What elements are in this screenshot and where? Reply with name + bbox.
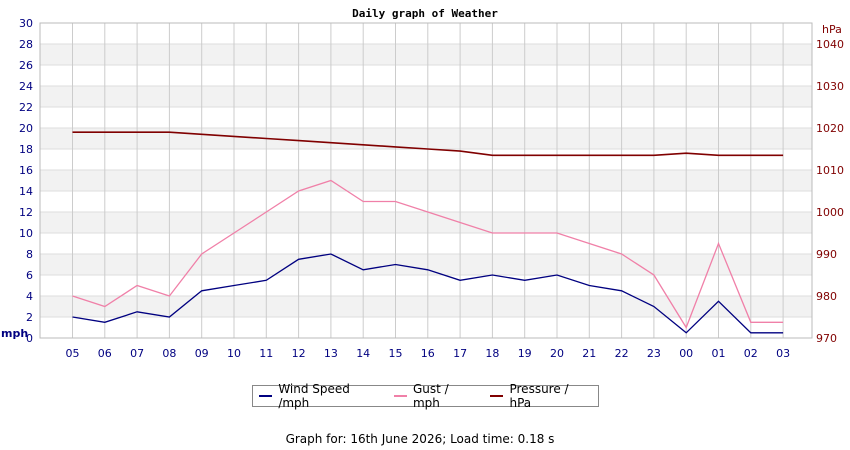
x-tick-label: 09 [195, 347, 209, 360]
weather-chart: 05 06 07 08 09 10 11 12 13 14 15 16 17 18 19 20 21 22 23 00… [1, 7, 844, 360]
legend-swatch-pressure [490, 395, 504, 397]
x-tick-label: 15 [389, 347, 403, 360]
y-left-tick-label: 8 [26, 248, 33, 261]
legend-label-wind: Wind Speed /mph [278, 382, 350, 410]
y-right-tick-label: 970 [816, 332, 837, 345]
series-line-wind [72, 253, 784, 334]
x-tick-label: 01 [712, 347, 726, 360]
y-right-tick-label: 1030 [816, 80, 844, 93]
x-tick-label: 14 [356, 347, 370, 360]
y-left-tick-label: 18 [19, 143, 33, 156]
y-right-tick-label: 980 [816, 290, 837, 303]
y-left-tick-label: 20 [19, 122, 33, 135]
x-tick-label: 00 [679, 347, 693, 360]
x-tick-label: 18 [485, 347, 499, 360]
graph-footer: Graph for: 16th June 2026; Load time: 0.… [285, 432, 555, 446]
y-left-tick-label: 14 [19, 185, 33, 198]
grid-band [40, 170, 812, 191]
x-tick-label: 16 [421, 347, 435, 360]
x-tick-label: 07 [130, 347, 144, 360]
x-tick-label: 23 [647, 347, 661, 360]
x-tick-label: 10 [227, 347, 241, 360]
y-right-tick-label: 1040 [816, 38, 844, 51]
x-tick-label: 03 [776, 347, 790, 360]
x-tick-label: 22 [615, 347, 629, 360]
y-right-axis-label: hPa [822, 23, 842, 36]
y-right-tick-label: 1020 [816, 122, 844, 135]
y-left-tick-label: 24 [19, 80, 33, 93]
y-left-tick-label: 10 [19, 227, 33, 240]
y-right-tick-label: 1010 [816, 164, 844, 177]
grid-band [40, 86, 812, 107]
legend-item-gust: Gust / mph [393, 382, 477, 410]
series-line-gust [72, 179, 784, 329]
chart-legend: Wind Speed /mph Gust / mph Pressure / hP… [252, 382, 599, 410]
grid-band [40, 254, 812, 275]
grid-band [40, 44, 812, 65]
grid-band [40, 128, 812, 149]
y-left-tick-label: 4 [26, 290, 33, 303]
x-tick-label: 06 [98, 347, 112, 360]
y-right-tick-label: 1000 [816, 206, 844, 219]
y-right-tick-label: 990 [816, 248, 837, 261]
y-left-tick-label: 16 [19, 164, 33, 177]
series-line-pressure [72, 131, 784, 157]
legend-item-wind: Wind Speed /mph [259, 382, 380, 410]
x-tick-label: 17 [453, 347, 467, 360]
legend-swatch-gust [393, 395, 407, 397]
x-tick-label: 20 [550, 347, 564, 360]
y-left-tick-label: 22 [19, 101, 33, 114]
y-left-tick-label: 26 [19, 59, 33, 72]
y-left-tick-label: 30 [19, 17, 33, 30]
legend-label-pressure: Pressure / hPa [509, 382, 569, 410]
x-tick-label: 12 [292, 347, 306, 360]
chart-title: Daily graph of Weather [352, 7, 498, 20]
x-tick-label: 13 [324, 347, 338, 360]
x-tick-label: 02 [744, 347, 758, 360]
plot-border [39, 22, 813, 339]
y-left-tick-label: 12 [19, 206, 33, 219]
grid-band [40, 212, 812, 233]
y-left-axis-label: mph [1, 327, 28, 340]
x-tick-label: 08 [162, 347, 176, 360]
y-left-tick-label: 2 [26, 311, 33, 324]
x-tick-label: 05 [66, 347, 80, 360]
y-left-tick-label: 28 [19, 38, 33, 51]
y-left-tick-label: 0 [26, 332, 33, 345]
y-left-tick-label: 6 [26, 269, 33, 282]
legend-label-gust: Gust / mph [412, 382, 449, 410]
x-tick-label: 11 [259, 347, 273, 360]
legend-swatch-wind [259, 395, 273, 397]
legend-item-pressure: Pressure / hPa [490, 382, 590, 410]
x-tick-label: 21 [582, 347, 596, 360]
grid-band [40, 296, 812, 317]
x-tick-label: 19 [518, 347, 532, 360]
